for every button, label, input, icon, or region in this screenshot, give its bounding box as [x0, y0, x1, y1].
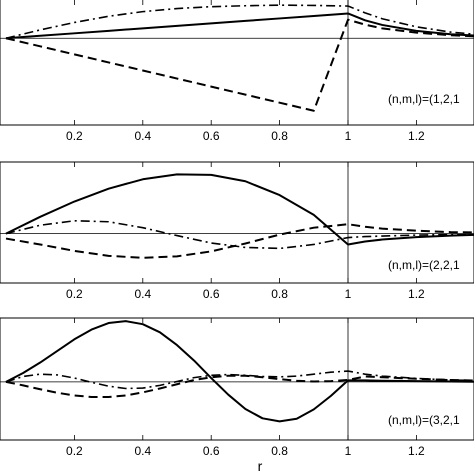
- series-dash-dot-line: [5, 370, 474, 390]
- series-solid-line: [5, 320, 474, 423]
- x-tick-label: 0.8: [271, 444, 288, 458]
- state-label: (n,m,l)=(1,2,1: [388, 92, 460, 106]
- panel-frame: [0, 0, 474, 126]
- x-tick-label: 0.6: [203, 444, 220, 458]
- panel-frame: [0, 161, 474, 284]
- x-axis-title: r: [258, 458, 263, 474]
- series-layer: [5, 4, 474, 112]
- x-tick-label: 0.4: [134, 287, 151, 301]
- panel-n1-m2-l1: 0.2 0.4 0.6 0.8 1 1.2 (n,m,l)=(1,2,1: [0, 0, 474, 143]
- x-tick-label: 0.6: [203, 287, 220, 301]
- x-tick-label: 0.2: [66, 444, 83, 458]
- x-tick-label: 0.2: [66, 129, 83, 143]
- series-dash-dot-line: [5, 219, 474, 250]
- x-tick-label: 0.4: [134, 129, 151, 143]
- x-tick-label: 1.2: [408, 444, 425, 458]
- x-tick-label: 1: [345, 129, 352, 143]
- state-label: (n,m,l)=(3,2,1: [388, 413, 460, 427]
- x-tick-label: 1: [345, 444, 352, 458]
- x-tick-layer: 0.2 0.4 0.6 0.8 1 1.2: [66, 162, 425, 301]
- x-tick-label: 0.6: [203, 129, 220, 143]
- series-layer: [5, 320, 474, 423]
- series-dashed-line: [5, 374, 474, 399]
- x-tick-layer: 0.2 0.4 0.6 0.8 1 1.2: [66, 318, 425, 458]
- state-label: (n,m,l)=(2,2,1: [388, 258, 460, 272]
- x-tick-label: 0.4: [134, 444, 151, 458]
- panel-n2-m2-l1: 0.2 0.4 0.6 0.8 1 1.2 (n,m,l)=(2,2,1: [0, 161, 474, 301]
- x-tick-label: 0.2: [66, 287, 83, 301]
- x-tick-label: 1.2: [408, 129, 425, 143]
- x-tick-label: 1: [345, 287, 352, 301]
- x-tick-layer: 0.2 0.4 0.6 0.8 1 1.2: [66, 0, 425, 143]
- x-tick-label: 0.8: [271, 287, 288, 301]
- panel-n3-m2-l1: 0.2 0.4 0.6 0.8 1 1.2 (n,m,l)=(3,2,1: [0, 317, 474, 458]
- series-solid-line: [5, 12, 474, 40]
- x-tick-label: 0.8: [271, 129, 288, 143]
- x-tick-label: 1.2: [408, 287, 425, 301]
- series-layer: [5, 173, 474, 259]
- series-dashed-line: [5, 18, 474, 112]
- series-solid-line: [5, 173, 474, 246]
- series-dashed-line: [5, 223, 474, 259]
- panel-frame: [0, 317, 474, 441]
